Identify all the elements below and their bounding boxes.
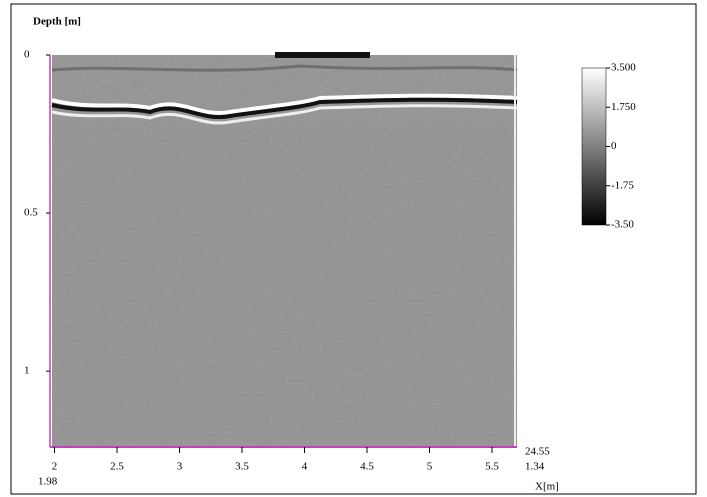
y-tick-label: 1: [24, 365, 30, 377]
x-tick-label: 4: [302, 461, 308, 473]
x-tick-label: 2: [52, 461, 58, 473]
readout: 1.34: [525, 461, 545, 473]
y-axis-title: Depth [m]: [33, 16, 81, 28]
x-tick-label: 3.5: [235, 461, 249, 473]
y-tick-label: 0: [24, 49, 30, 61]
x-tick-label: 5: [427, 461, 433, 473]
x-axis-title: X[m]: [535, 481, 559, 493]
colorbar-tick-label: 1.750: [611, 101, 636, 113]
x-tick-label: 4.5: [360, 461, 374, 473]
surface-strip: [275, 52, 370, 58]
y-tick-label: 0.5: [24, 207, 38, 219]
colorbar: [581, 67, 607, 226]
colorbar-tick-label: -3.50: [611, 219, 634, 231]
readout: 24.55: [525, 446, 550, 458]
x-tick-label: 2.5: [110, 461, 124, 473]
colorbar-tick-label: 0: [611, 140, 617, 152]
x-tick-label: 5.5: [485, 461, 499, 473]
reflector: [51, 93, 518, 116]
reflector: [51, 97, 518, 120]
frame: [10, 3, 697, 495]
x-tick-label: 3: [177, 461, 183, 473]
colorbar-tick-label: -1.75: [611, 179, 634, 191]
reflector: [51, 104, 518, 125]
colorbar-tick-label: 3.500: [611, 62, 636, 74]
reflector: [51, 64, 518, 72]
radargram: [51, 52, 518, 447]
x-start-label: 1.98: [38, 476, 58, 488]
